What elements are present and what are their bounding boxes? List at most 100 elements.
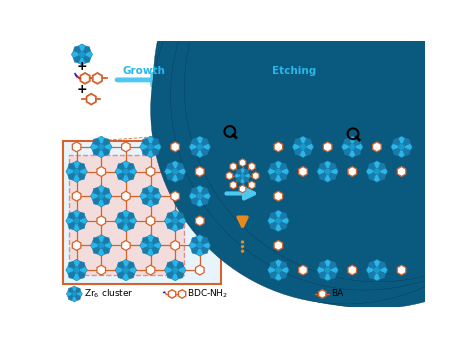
Polygon shape [66,266,77,274]
Text: Growth: Growth [122,66,165,76]
Polygon shape [172,259,179,270]
Polygon shape [142,196,151,205]
Polygon shape [166,163,175,171]
Polygon shape [236,176,243,182]
Polygon shape [166,262,175,270]
Polygon shape [97,265,106,275]
Polygon shape [278,266,289,274]
Polygon shape [196,167,204,176]
Polygon shape [324,171,331,182]
Polygon shape [270,171,278,180]
Polygon shape [147,136,154,147]
Polygon shape [122,142,130,152]
Polygon shape [377,270,385,279]
Polygon shape [73,55,82,63]
Bar [63,141,220,284]
Circle shape [201,0,474,225]
Circle shape [398,144,405,150]
Polygon shape [319,163,328,171]
Polygon shape [243,173,251,178]
Circle shape [374,267,380,273]
Polygon shape [147,147,154,158]
Polygon shape [92,196,101,205]
Circle shape [275,218,282,224]
Polygon shape [401,138,410,147]
Polygon shape [166,212,175,221]
Polygon shape [196,96,241,136]
Polygon shape [147,235,154,245]
Polygon shape [117,163,126,171]
Polygon shape [92,245,101,254]
Polygon shape [151,237,159,245]
Polygon shape [398,136,405,147]
Circle shape [172,168,178,175]
Polygon shape [68,171,77,180]
Polygon shape [328,171,336,180]
Text: +: + [77,83,87,96]
Polygon shape [142,147,151,156]
Polygon shape [175,270,184,279]
Polygon shape [101,193,112,200]
Circle shape [241,249,244,253]
Polygon shape [101,188,110,196]
Circle shape [197,144,203,150]
Polygon shape [82,51,92,58]
Polygon shape [77,266,87,274]
Polygon shape [77,262,85,270]
Circle shape [79,51,85,58]
Polygon shape [77,270,85,279]
Circle shape [98,242,105,249]
Circle shape [187,0,474,290]
Polygon shape [147,245,154,256]
Bar [69,155,184,275]
Circle shape [123,267,129,273]
Circle shape [171,0,474,290]
Polygon shape [126,163,135,171]
Polygon shape [401,147,410,156]
Polygon shape [196,265,204,275]
Polygon shape [101,196,110,205]
Polygon shape [68,262,77,270]
Polygon shape [377,163,385,171]
Circle shape [73,168,80,175]
Polygon shape [374,259,381,270]
Circle shape [240,173,245,178]
Polygon shape [191,196,200,205]
Polygon shape [175,163,184,171]
Polygon shape [189,47,219,123]
Circle shape [196,0,474,303]
Circle shape [123,168,129,175]
Polygon shape [377,171,385,180]
Polygon shape [401,143,412,150]
Polygon shape [270,270,278,279]
Circle shape [73,267,80,273]
Polygon shape [319,262,328,270]
Polygon shape [240,176,245,184]
Polygon shape [175,168,186,175]
Polygon shape [151,143,161,150]
Polygon shape [142,188,151,196]
Circle shape [300,144,306,150]
Polygon shape [73,240,81,250]
Polygon shape [98,196,105,207]
Polygon shape [122,191,130,201]
Polygon shape [175,262,184,270]
Polygon shape [175,221,184,229]
Polygon shape [68,294,74,300]
Polygon shape [377,266,388,274]
Circle shape [324,267,331,273]
Polygon shape [294,147,303,156]
Polygon shape [77,217,87,224]
Polygon shape [200,237,209,245]
Polygon shape [151,193,161,200]
Polygon shape [122,161,129,171]
Polygon shape [196,147,203,158]
Polygon shape [122,210,129,221]
Polygon shape [367,45,397,124]
Polygon shape [97,167,106,176]
Polygon shape [348,167,356,176]
Polygon shape [319,290,326,298]
Circle shape [147,144,154,150]
Polygon shape [77,212,85,221]
Polygon shape [82,46,91,55]
